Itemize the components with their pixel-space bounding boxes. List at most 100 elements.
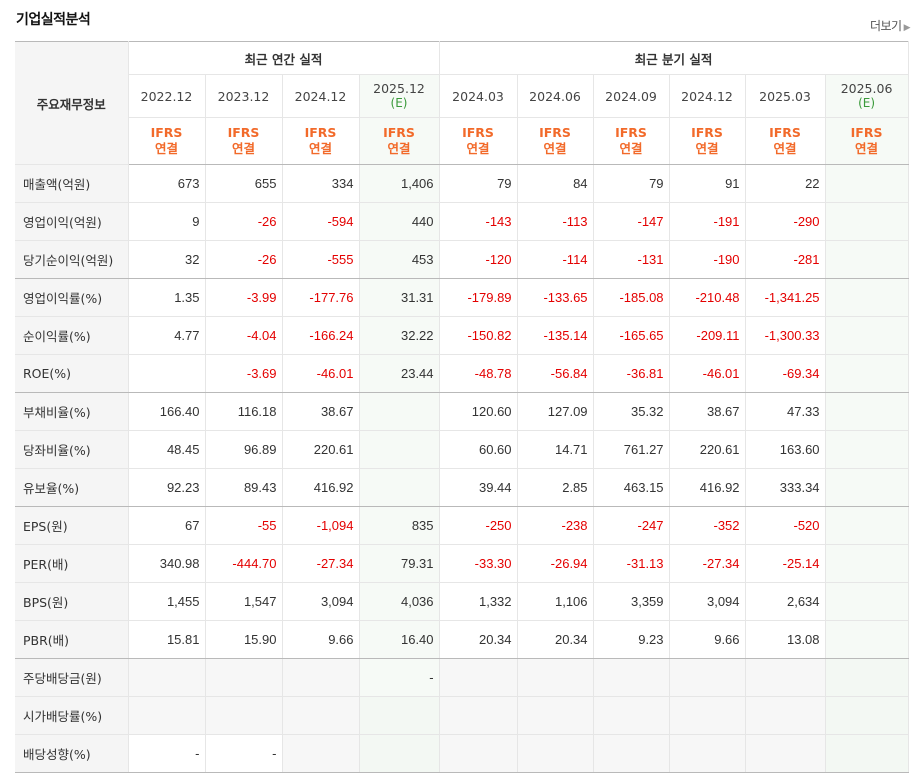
table-cell: 1,332 bbox=[438, 582, 518, 621]
table-row: 매출액(억원) 673 655 334 1,406 79 84 79 91 22 bbox=[15, 164, 909, 203]
table-cell bbox=[824, 658, 909, 697]
table-cell: -165.65 bbox=[592, 316, 670, 355]
table-cell: -4.04 bbox=[204, 316, 283, 355]
ifrs-label: IFRS bbox=[150, 125, 183, 140]
ifrs-header: IFRS 연결 bbox=[824, 117, 909, 165]
table-cell: 20.34 bbox=[438, 620, 518, 659]
table-cell: 333.34 bbox=[744, 468, 826, 507]
table-row: 배당성향(%) - - bbox=[15, 734, 909, 773]
table-cell: 84 bbox=[516, 164, 594, 203]
table-cell: 3,094 bbox=[281, 582, 360, 621]
table-cell: 673 bbox=[127, 164, 206, 203]
table-cell: -135.14 bbox=[516, 316, 594, 355]
table-cell bbox=[744, 658, 826, 697]
more-link[interactable]: 더보기 ▶ bbox=[870, 17, 911, 34]
table-cell: -147 bbox=[592, 202, 670, 241]
table-cell: -48.78 bbox=[438, 354, 518, 393]
consolidated-label: 연결 bbox=[855, 141, 879, 156]
table-cell: 2,634 bbox=[744, 582, 826, 621]
table-cell: -281 bbox=[744, 240, 826, 279]
row-label: BPS(원) bbox=[15, 582, 129, 621]
ifrs-label: IFRS bbox=[769, 125, 801, 140]
period-header: 2024.12 bbox=[668, 74, 746, 118]
row-label: EPS(원) bbox=[15, 506, 129, 545]
table-cell: -114 bbox=[516, 240, 594, 279]
financial-table: 주요재무정보 최근 연간 실적 최근 분기 실적 2022.12 2023.12 2024… bbox=[15, 41, 909, 773]
table-cell: 31.31 bbox=[358, 278, 440, 317]
table-cell: -444.70 bbox=[204, 544, 283, 583]
table-cell: 3,359 bbox=[592, 582, 670, 621]
section-title: 기업실적분석 bbox=[16, 12, 91, 28]
consolidated-label: 연결 bbox=[308, 141, 332, 156]
annual-group-header: 최근 연간 실적 bbox=[127, 41, 440, 75]
table-cell bbox=[824, 240, 909, 279]
table-cell: 127.09 bbox=[516, 392, 594, 431]
table-cell: 4.77 bbox=[127, 316, 206, 355]
table-cell: 453 bbox=[358, 240, 440, 279]
table-cell: 14.71 bbox=[516, 430, 594, 469]
table-cell bbox=[824, 582, 909, 621]
table-cell: 166.40 bbox=[127, 392, 206, 431]
table-cell: -26.94 bbox=[516, 544, 594, 583]
table-cell: 38.67 bbox=[281, 392, 360, 431]
ifrs-header: IFRS 연결 bbox=[668, 117, 746, 165]
period-header: 2024.03 bbox=[438, 74, 518, 118]
table-row: 영업이익(억원) 9 -26 -594 440 -143 -113 -147 -191 -290 bbox=[15, 202, 909, 241]
ifrs-header: IFRS 연결 bbox=[438, 117, 518, 165]
table-cell: 835 bbox=[358, 506, 440, 545]
ifrs-label: IFRS bbox=[227, 125, 260, 140]
period-header: 2024.06 bbox=[516, 74, 594, 118]
table-cell bbox=[358, 734, 440, 773]
table-cell bbox=[824, 544, 909, 583]
table-cell: 79 bbox=[592, 164, 670, 203]
table-cell bbox=[824, 164, 909, 203]
table-cell: -3.99 bbox=[204, 278, 283, 317]
chevron-right-icon: ▶ bbox=[903, 23, 911, 33]
table-cell: -120 bbox=[438, 240, 518, 279]
table-cell bbox=[824, 392, 909, 431]
table-cell: 13.08 bbox=[744, 620, 826, 659]
table-cell: - bbox=[127, 734, 206, 773]
table-cell bbox=[516, 734, 594, 773]
table-cell bbox=[668, 658, 746, 697]
ifrs-header: IFRS 연결 bbox=[281, 117, 360, 165]
table-cell bbox=[592, 734, 670, 773]
table-cell: -133.65 bbox=[516, 278, 594, 317]
ifrs-header: IFRS 연결 bbox=[592, 117, 670, 165]
table-cell bbox=[438, 696, 518, 735]
table-cell: 32.22 bbox=[358, 316, 440, 355]
table-cell bbox=[824, 354, 909, 393]
period-header: 2024.12 bbox=[281, 74, 360, 118]
table-row: PBR(배) 15.81 15.90 9.66 16.40 20.34 20.34 9.23 9… bbox=[15, 620, 909, 659]
table-cell bbox=[204, 658, 283, 697]
table-cell bbox=[824, 696, 909, 735]
ifrs-header: IFRS 연결 bbox=[127, 117, 206, 165]
table-cell: 1,106 bbox=[516, 582, 594, 621]
table-cell bbox=[744, 696, 826, 735]
consolidated-label: 연결 bbox=[466, 141, 490, 156]
table-cell: 116.18 bbox=[204, 392, 283, 431]
table-cell: 1,406 bbox=[358, 164, 440, 203]
row-label: 당좌비율(%) bbox=[15, 430, 129, 469]
row-label: PBR(배) bbox=[15, 620, 129, 659]
table-cell: -150.82 bbox=[438, 316, 518, 355]
row-label: 영업이익률(%) bbox=[15, 278, 129, 317]
table-cell: -55 bbox=[204, 506, 283, 545]
ifrs-label: IFRS bbox=[539, 125, 571, 140]
table-cell bbox=[824, 734, 909, 773]
table-cell: 92.23 bbox=[127, 468, 206, 507]
table-row: 당좌비율(%) 48.45 96.89 220.61 60.60 14.71 761.27 2… bbox=[15, 430, 909, 469]
table-cell bbox=[668, 734, 746, 773]
table-cell: -33.30 bbox=[438, 544, 518, 583]
row-label: 시가배당률(%) bbox=[15, 696, 129, 735]
table-cell: -290 bbox=[744, 202, 826, 241]
table-row: 주당배당금(원) - bbox=[15, 658, 909, 697]
row-label: 주당배당금(원) bbox=[15, 658, 129, 697]
table-cell: 48.45 bbox=[127, 430, 206, 469]
table-cell bbox=[438, 658, 518, 697]
table-cell bbox=[204, 696, 283, 735]
table-cell: -185.08 bbox=[592, 278, 670, 317]
table-row: 시가배당률(%) bbox=[15, 696, 909, 735]
table-cell: -250 bbox=[438, 506, 518, 545]
